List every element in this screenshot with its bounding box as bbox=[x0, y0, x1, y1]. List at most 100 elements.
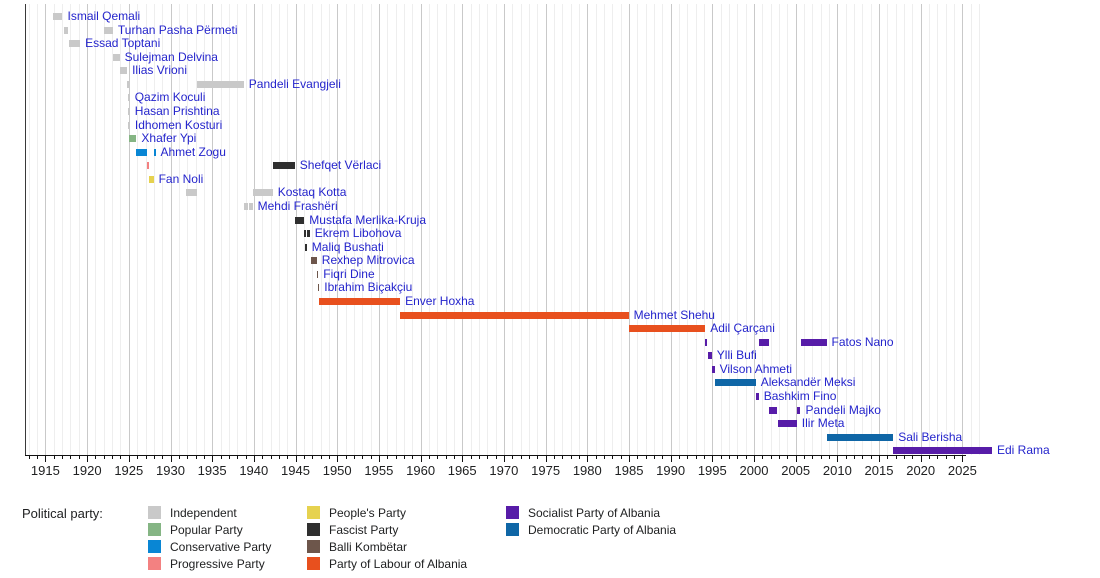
gridline bbox=[837, 4, 839, 455]
term-bar bbox=[705, 338, 708, 346]
timeline-row: Adil Çarçani bbox=[50, 321, 982, 336]
timeline-row: Xhafer Ypi bbox=[50, 131, 982, 146]
axis-tick bbox=[87, 456, 89, 462]
pm-link[interactable]: Edi Rama bbox=[997, 443, 1050, 458]
pm-link[interactable]: Sulejman Delvina bbox=[124, 49, 218, 64]
gridline bbox=[62, 4, 64, 455]
gridline bbox=[912, 4, 914, 455]
axis-tick bbox=[720, 456, 722, 459]
gridline bbox=[537, 4, 539, 455]
pm-link[interactable]: Ilias Vrioni bbox=[132, 63, 188, 78]
gridline bbox=[78, 4, 80, 455]
gridline bbox=[253, 4, 255, 455]
gridline bbox=[320, 4, 322, 455]
gridline bbox=[445, 4, 447, 455]
gridline bbox=[595, 4, 597, 455]
timeline-row: Ilias Vrioni bbox=[50, 63, 982, 78]
pm-link[interactable]: Ilir Meta bbox=[801, 416, 845, 431]
pm-link[interactable]: Turhan Pasha Përmeti bbox=[117, 22, 238, 37]
axis-tick-label: 1960 bbox=[406, 463, 436, 478]
gridline bbox=[95, 4, 97, 455]
axis-tick-label: 1980 bbox=[572, 463, 602, 478]
gridline bbox=[645, 4, 647, 455]
axis-tick bbox=[262, 456, 264, 459]
pm-link[interactable]: Maliq Bushati bbox=[311, 239, 384, 254]
axis-tick bbox=[737, 456, 739, 459]
plot-area: Ismail Qemali Turhan Pasha Përmeti Essad T… bbox=[25, 4, 1050, 457]
pm-link[interactable]: Pandeli Evangjeli bbox=[248, 76, 341, 91]
pm-link[interactable]: Enver Hoxha bbox=[405, 294, 475, 308]
pm-link[interactable]: Aleksandër Meksi bbox=[760, 375, 856, 390]
pm-link[interactable]: Xhafer Ypi bbox=[141, 131, 197, 146]
pm-link[interactable]: Mehmet Shehu bbox=[633, 307, 715, 322]
timeline-row: Kostaq Kotta bbox=[50, 185, 982, 200]
term-bar bbox=[306, 230, 310, 238]
term-bar bbox=[127, 80, 129, 88]
pm-link[interactable]: Sali Berisha bbox=[898, 429, 963, 444]
timeline-row: Sali Berisha bbox=[50, 429, 982, 444]
gridline bbox=[712, 4, 714, 455]
axis-tick bbox=[812, 456, 814, 459]
axis-tick bbox=[754, 456, 755, 462]
pm-link[interactable]: Pandeli Majko bbox=[805, 402, 881, 417]
term-bar bbox=[800, 338, 827, 346]
axis-tick bbox=[895, 456, 897, 459]
axis-tick bbox=[912, 456, 914, 459]
axis-tick bbox=[503, 456, 505, 462]
pm-link[interactable]: Ekrem Libohova bbox=[314, 226, 402, 241]
gridline bbox=[754, 4, 755, 455]
pm-link[interactable]: Ahmet Zogu bbox=[160, 144, 226, 159]
pm-link[interactable]: Qazim Koculi bbox=[134, 90, 206, 105]
axis-tick bbox=[770, 456, 772, 459]
legend-swatch-icon bbox=[307, 523, 320, 536]
pm-link[interactable]: Fiqri Dine bbox=[323, 266, 375, 281]
gridline bbox=[470, 4, 472, 455]
gridline bbox=[687, 4, 689, 455]
pm-link[interactable]: Rexhep Mitrovica bbox=[321, 253, 415, 268]
term-bar bbox=[146, 162, 149, 170]
pm-link[interactable]: Adil Çarçani bbox=[710, 321, 775, 336]
pm-link[interactable]: Vilson Ahmeti bbox=[719, 361, 793, 376]
gridline bbox=[495, 4, 497, 455]
axis-tick bbox=[870, 456, 872, 459]
axis-tick bbox=[654, 456, 655, 459]
gridline bbox=[162, 4, 164, 455]
axis-tick bbox=[237, 456, 239, 459]
gridline bbox=[845, 4, 847, 455]
axis-tick bbox=[412, 456, 414, 459]
axis-tick-label: 1975 bbox=[531, 463, 561, 478]
gridline bbox=[820, 4, 822, 455]
timeline-row: Fatos Nano bbox=[50, 334, 982, 349]
pm-link[interactable]: Mehdi Frashëri bbox=[257, 199, 338, 213]
term-bar bbox=[758, 338, 769, 346]
pm-link[interactable]: Hasan Prishtina bbox=[134, 104, 220, 118]
pm-link[interactable]: Essad Toptani bbox=[85, 36, 161, 51]
axis-tick bbox=[270, 456, 272, 459]
term-bar bbox=[317, 284, 320, 292]
term-bar bbox=[714, 379, 756, 387]
pm-link[interactable]: Ismail Qemali bbox=[67, 9, 141, 23]
gridline bbox=[262, 4, 264, 455]
pm-link[interactable]: Ibrahim Biçakçiu bbox=[324, 280, 413, 295]
legend-swatch-icon bbox=[506, 523, 519, 536]
pm-link[interactable]: Shefqet Vërlaci bbox=[299, 158, 382, 173]
pm-link[interactable]: Idhomen Kosturi bbox=[134, 117, 223, 132]
axis-tick bbox=[612, 456, 614, 459]
term-bar bbox=[149, 175, 154, 183]
axis-tick bbox=[745, 456, 747, 459]
gridline bbox=[370, 4, 372, 455]
pm-link[interactable]: Kostaq Kotta bbox=[277, 185, 347, 200]
axis-tick bbox=[320, 456, 322, 459]
gridline bbox=[637, 4, 639, 455]
gridline bbox=[929, 4, 931, 455]
pm-link[interactable]: Bashkim Fino bbox=[763, 389, 837, 403]
term-bar bbox=[316, 270, 319, 278]
timeline-row: Ilir Meta bbox=[50, 416, 982, 431]
pm-link[interactable]: Fatos Nano bbox=[831, 334, 894, 349]
axis-tick bbox=[53, 456, 55, 459]
term-bar bbox=[252, 189, 273, 197]
pm-link[interactable]: Fan Noli bbox=[158, 171, 204, 186]
axis-tick-label: 1965 bbox=[447, 463, 477, 478]
pm-link[interactable]: Ylli Bufi bbox=[716, 348, 757, 363]
pm-link[interactable]: Mustafa Merlika-Kruja bbox=[309, 212, 426, 227]
